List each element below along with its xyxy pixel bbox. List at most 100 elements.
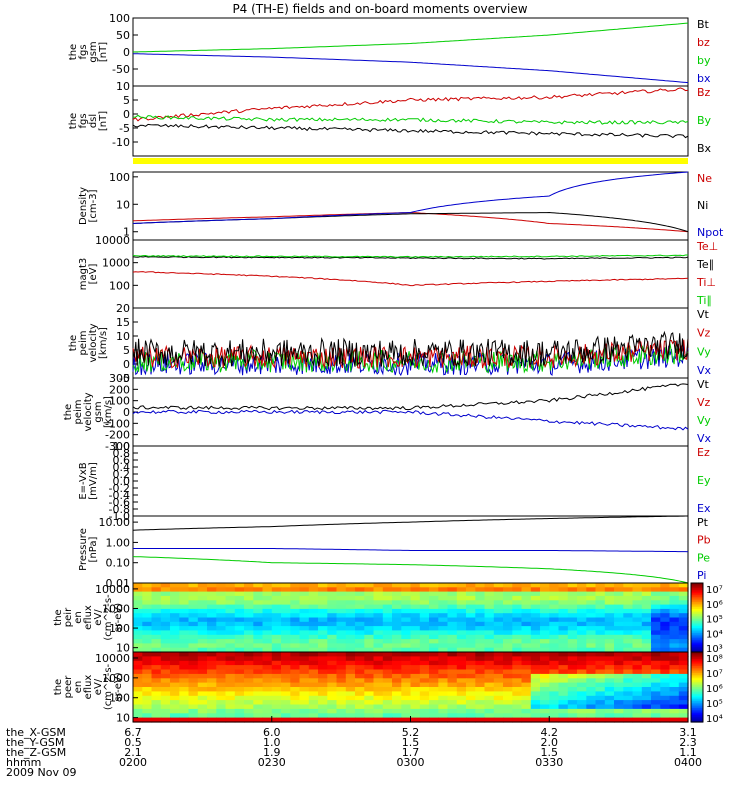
- spectrogram-cell: [151, 630, 162, 636]
- y-axis-label: the peer en eflux eV/(cm^2-s-sr-eV): [53, 663, 124, 710]
- spectrogram-cell: [151, 591, 162, 597]
- spectrogram-cell: [336, 717, 347, 723]
- spectrogram-cell: [253, 647, 264, 653]
- spectrogram-cell: [262, 583, 273, 588]
- spectrogram-cell: [253, 717, 264, 723]
- spectrogram-cell: [373, 695, 384, 701]
- spectrogram-cell: [336, 652, 347, 657]
- spectrogram-cell: [586, 587, 597, 593]
- spectrogram-cell: [290, 682, 301, 688]
- spectrogram-cell: [160, 700, 171, 706]
- spectrogram-cell: [355, 608, 365, 614]
- spectrogram-cell: [512, 630, 523, 636]
- spectrogram-cell: [419, 669, 430, 675]
- spectrogram-cell: [678, 700, 689, 706]
- spectrogram-cell: [512, 656, 523, 662]
- spectrogram-cell: [429, 713, 439, 719]
- spectrogram-cell: [225, 608, 236, 614]
- y-axis-label-line: E=-VxB: [78, 462, 89, 499]
- spectrogram-cell: [262, 617, 273, 623]
- spectrogram-cell: [558, 600, 569, 606]
- spectrogram-cell: [577, 678, 587, 684]
- spectrogram-cell: [188, 704, 199, 710]
- spectrogram-cell: [651, 600, 661, 606]
- spectrogram-cell: [604, 656, 615, 662]
- spectrogram-cell: [567, 639, 578, 644]
- spectrogram-cell: [419, 704, 430, 710]
- spectrogram-cell: [632, 700, 643, 706]
- spectrogram-cell: [438, 587, 449, 593]
- spectrogram-cell: [244, 630, 254, 636]
- spectrogram-cell: [614, 630, 624, 636]
- spectrogram-cell: [318, 634, 328, 640]
- colorbar-segment: [691, 607, 703, 610]
- spectrogram-cell: [225, 678, 236, 684]
- spectrogram-cell: [521, 613, 532, 619]
- spectrogram-cell: [392, 665, 402, 671]
- spectrogram-cell: [401, 634, 412, 640]
- spectrogram-cell: [244, 595, 254, 601]
- spectrogram-cell: [558, 682, 569, 688]
- colorbar-segment: [691, 626, 703, 629]
- panel-frame: [132, 515, 689, 584]
- spectrogram-cell: [651, 608, 661, 614]
- spectrogram-cell: [493, 652, 504, 657]
- spectrogram-cell: [392, 700, 402, 706]
- spectrogram-cell: [188, 583, 199, 588]
- spectrogram-cell: [271, 656, 282, 662]
- spectrogram-cell: [595, 695, 606, 701]
- spectrogram-cell: [678, 583, 689, 588]
- spectrogram-cell: [142, 613, 153, 619]
- spectrogram-cell: [512, 682, 523, 688]
- spectrogram-cell: [355, 647, 365, 653]
- spectrogram-cell: [678, 678, 689, 684]
- x-tick-label: 0.5: [124, 736, 142, 749]
- spectrogram-cell: [382, 704, 393, 710]
- spectrogram-cell: [623, 687, 634, 692]
- spectrogram-cell: [262, 608, 273, 614]
- spectrogram-cell: [567, 621, 578, 627]
- spectrogram-cell: [392, 669, 402, 675]
- spectrogram-cell: [438, 621, 449, 627]
- spectrogram-cell: [540, 717, 550, 723]
- spectrogram-cell: [521, 583, 532, 588]
- spectrogram-cell: [614, 595, 624, 601]
- spectrogram-cell: [151, 608, 162, 614]
- spectrogram-cell: [604, 630, 615, 636]
- spectrogram-cell: [308, 604, 319, 610]
- spectrogram-cell: [429, 613, 439, 619]
- spectrogram-cell: [577, 608, 587, 614]
- spectrogram-cell: [623, 587, 634, 593]
- spectrogram-cell: [364, 591, 375, 597]
- spectrogram-cell: [669, 621, 680, 627]
- spectrogram-cell: [382, 604, 393, 610]
- spectrogram-cell: [558, 630, 569, 636]
- spectrogram-cell: [364, 621, 375, 627]
- spectrogram-cell: [382, 678, 393, 684]
- colorbar-segment: [691, 596, 703, 599]
- spectrogram-cell: [318, 626, 328, 631]
- spectrogram-cell: [327, 652, 338, 657]
- spectrogram-cell: [327, 617, 338, 623]
- spectrogram-cell: [401, 639, 412, 644]
- spectrogram-cell: [179, 621, 190, 627]
- spectrogram-cell: [678, 704, 689, 710]
- spectrogram-cell: [216, 639, 227, 644]
- spectrogram-cell: [429, 717, 439, 723]
- spectrogram-cell: [336, 682, 347, 688]
- spectrogram-cell: [447, 682, 458, 688]
- spectrogram-cell: [225, 617, 236, 623]
- spectrogram-cell: [188, 660, 199, 666]
- spectrogram-cell: [577, 656, 587, 662]
- spectrogram-cell: [382, 634, 393, 640]
- spectrogram-cell: [678, 630, 689, 636]
- spectrogram-cell: [558, 643, 569, 649]
- spectrogram-cell: [641, 583, 652, 588]
- colorbar-tick-label: 10⁶: [706, 600, 723, 611]
- spectrogram-cell: [456, 700, 467, 706]
- spectrogram-cell: [604, 613, 615, 619]
- spectrogram-cell: [595, 687, 606, 692]
- spectrogram-cell: [475, 691, 486, 697]
- spectrogram-cell: [530, 713, 541, 719]
- colorbar-segment: [691, 595, 703, 598]
